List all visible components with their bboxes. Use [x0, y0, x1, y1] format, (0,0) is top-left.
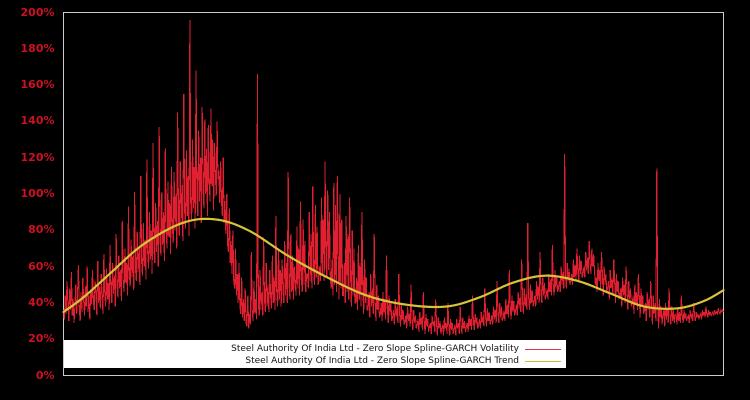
- legend-swatch-volatility: [525, 348, 561, 350]
- legend-label-volatility: Steel Authority Of India Ltd - Zero Slop…: [231, 344, 519, 354]
- y-tick-label: 60%: [28, 259, 55, 273]
- plot-frame: [63, 12, 724, 376]
- y-tick-label: 180%: [20, 41, 55, 55]
- y-tick-label: 20%: [28, 332, 55, 346]
- volatility-line: [62, 19, 724, 336]
- legend-label-trend: Steel Authority Of India Ltd - Zero Slop…: [245, 356, 519, 366]
- legend-item-trend[interactable]: Steel Authority Of India Ltd - Zero Slop…: [65, 355, 565, 367]
- y-tick-label: 100%: [20, 187, 55, 200]
- y-tick-label: 120%: [20, 150, 55, 164]
- y-tick-label: 160%: [20, 78, 55, 92]
- y-tick-label: 0%: [35, 368, 55, 382]
- chart-legend[interactable]: Steel Authority Of India Ltd - Zero Slop…: [64, 340, 566, 368]
- y-tick-label: 140%: [20, 114, 55, 128]
- y-tick-label: 80%: [28, 223, 55, 237]
- legend-item-volatility[interactable]: Steel Authority Of India Ltd - Zero Slop…: [65, 343, 565, 355]
- trend-series: [62, 217, 725, 314]
- legend-swatch-trend: [525, 360, 561, 362]
- y-tick-label: 200%: [20, 5, 55, 19]
- y-tick-label: 40%: [28, 295, 55, 309]
- trend-line: [62, 217, 725, 314]
- volatility-series: [62, 19, 724, 336]
